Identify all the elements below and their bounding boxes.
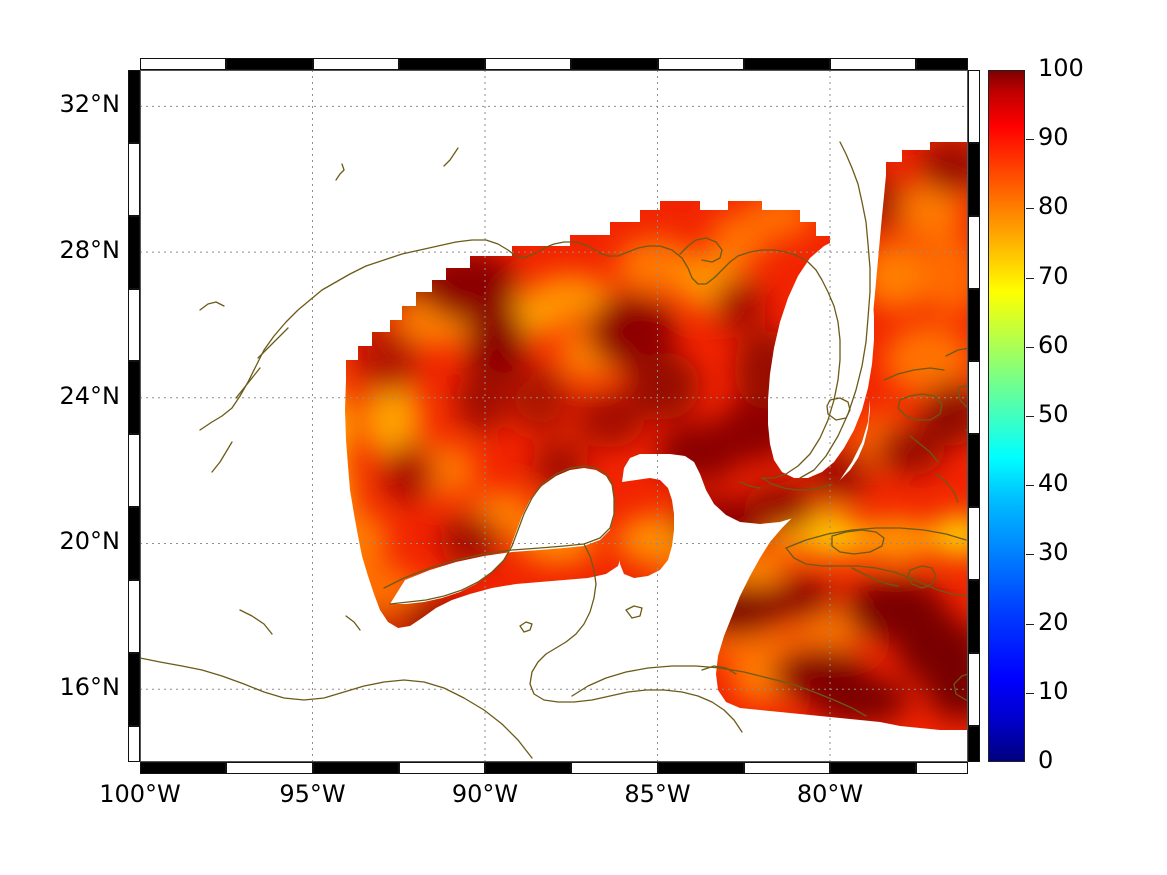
checker-right-segment xyxy=(968,142,980,216)
checker-right-segment xyxy=(968,361,980,435)
colorbar-tick-label: 90 xyxy=(1038,123,1069,152)
checker-left-segment xyxy=(128,579,140,653)
checker-top-segment xyxy=(830,58,917,70)
checker-top-segment xyxy=(743,58,830,70)
colorbar-tick-mark xyxy=(1026,623,1034,625)
colorbar-tick-mark xyxy=(1026,208,1034,210)
checker-bottom-segment xyxy=(485,762,572,774)
colorbar-gradient xyxy=(989,71,1024,761)
checker-right-segment xyxy=(968,652,980,726)
checker-right-segment xyxy=(968,507,980,580)
lon-tick-label: 90°W xyxy=(451,780,519,808)
colorbar-tick-mark xyxy=(1026,554,1034,556)
lon-tick-label: 85°W xyxy=(624,780,691,808)
lat-tick-label: 20°N xyxy=(59,527,121,556)
colorbar-tick-mark xyxy=(1026,277,1034,279)
lon-tick-label: 95°W xyxy=(279,780,346,808)
checker-bottom-segment xyxy=(571,762,658,774)
colorbar-tick-mark xyxy=(1026,139,1034,141)
lat-tick-label: 28°N xyxy=(59,236,121,265)
colorbar-tick-label: 10 xyxy=(1038,676,1069,705)
checker-top-segment xyxy=(916,58,968,70)
checker-top-segment xyxy=(571,58,658,70)
checker-bottom-segment xyxy=(398,762,485,774)
checker-top-segment xyxy=(398,58,485,70)
checker-top-segment xyxy=(312,58,399,70)
lat-tick-label: 16°N xyxy=(59,673,121,702)
checker-top-segment xyxy=(226,58,313,70)
checker-left-segment xyxy=(128,434,140,508)
checker-bottom-segment xyxy=(916,762,968,774)
checker-bottom-segment xyxy=(657,762,744,774)
checker-top-segment xyxy=(657,58,744,70)
checker-right-segment xyxy=(968,215,980,289)
checker-right-segment xyxy=(968,70,980,143)
checker-bottom-segment xyxy=(312,762,399,774)
checker-left-segment xyxy=(128,288,140,362)
checker-left-segment xyxy=(128,215,140,289)
colorbar-tick-label: 60 xyxy=(1038,330,1069,359)
lat-tick-label: 24°N xyxy=(59,381,121,410)
colorbar-tick-mark xyxy=(1026,485,1034,487)
checker-left-segment xyxy=(128,70,140,143)
colorbar-tick-label: 20 xyxy=(1038,607,1069,636)
lat-tick-label: 32°N xyxy=(59,90,121,119)
colorbar-tick-label: 70 xyxy=(1038,261,1069,290)
checker-right-segment xyxy=(968,288,980,362)
checker-right-segment xyxy=(968,725,980,762)
map-plot-area[interactable] xyxy=(140,70,968,762)
checker-right-segment xyxy=(968,434,980,508)
colorbar-tick-mark xyxy=(1026,692,1034,694)
colorbar-tick-mark xyxy=(1026,416,1034,417)
checker-bottom-segment xyxy=(140,762,227,774)
checker-left-segment xyxy=(128,142,140,216)
colorbar-tick-label: 100 xyxy=(1038,54,1084,82)
checker-bottom-segment xyxy=(226,762,313,774)
checker-left-segment xyxy=(128,507,140,580)
checker-top-segment xyxy=(140,58,227,70)
checker-left-segment xyxy=(128,725,140,762)
colorbar-tick-label: 30 xyxy=(1038,538,1069,567)
checker-top-segment xyxy=(485,58,572,70)
colorbar-tick-mark xyxy=(1026,346,1034,348)
colorbar-tick-label: 0 xyxy=(1038,746,1054,774)
checker-bottom-segment xyxy=(830,762,917,774)
colorbar[interactable] xyxy=(988,70,1025,762)
lon-tick-label: 80°W xyxy=(796,780,864,808)
checker-left-segment xyxy=(128,361,140,435)
checker-bottom-segment xyxy=(743,762,830,774)
colorbar-tick-label: 40 xyxy=(1038,469,1069,498)
coastline-layer xyxy=(140,141,968,759)
colorbar-tick-label: 80 xyxy=(1038,192,1069,221)
checker-right-segment xyxy=(968,579,980,653)
checker-left-segment xyxy=(128,652,140,726)
lon-tick-label: 100°W xyxy=(99,780,181,808)
colorbar-tick-label: 50 xyxy=(1038,400,1069,428)
map-gridlines xyxy=(140,70,968,762)
map-clip-region xyxy=(140,70,968,762)
